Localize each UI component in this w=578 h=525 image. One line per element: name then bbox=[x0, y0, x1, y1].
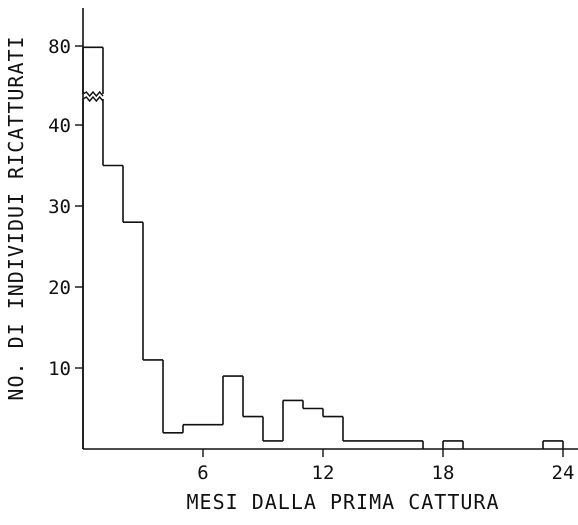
axis-break-mark bbox=[82, 90, 104, 98]
ticks-layer: 10 20 30 40 80 6 12 18 24 bbox=[48, 36, 574, 484]
x-axis-title: MESI DALLA PRIMA CATTURA bbox=[187, 490, 500, 514]
y-tick-label: 20 bbox=[48, 277, 71, 299]
x-tick-label: 18 bbox=[432, 462, 455, 484]
y-tick-label: 40 bbox=[48, 115, 71, 137]
x-tick-label: 24 bbox=[552, 462, 575, 484]
y-tick-label: 30 bbox=[48, 196, 71, 218]
y-axis-title: NO. DI INDIVIDUI RICATTURATI bbox=[4, 35, 28, 400]
x-tick-label: 12 bbox=[312, 462, 335, 484]
axis-break-mark bbox=[82, 95, 104, 103]
bars-layer bbox=[82, 46, 564, 449]
y-tick-label: 10 bbox=[48, 358, 71, 380]
axes-layer bbox=[82, 8, 578, 450]
y-tick-label: 80 bbox=[48, 36, 71, 58]
x-tick-label: 6 bbox=[197, 462, 208, 484]
